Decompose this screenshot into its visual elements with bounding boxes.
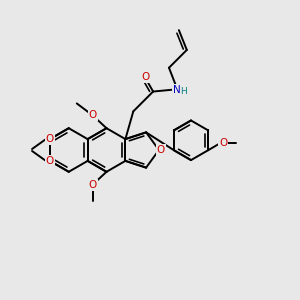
Text: N: N: [173, 85, 181, 94]
Text: O: O: [88, 180, 97, 190]
Text: O: O: [219, 138, 227, 148]
Text: H: H: [181, 87, 187, 96]
Text: O: O: [46, 156, 54, 166]
Text: O: O: [157, 145, 165, 155]
Text: O: O: [46, 134, 54, 144]
Text: O: O: [141, 72, 149, 82]
Text: O: O: [88, 110, 97, 120]
